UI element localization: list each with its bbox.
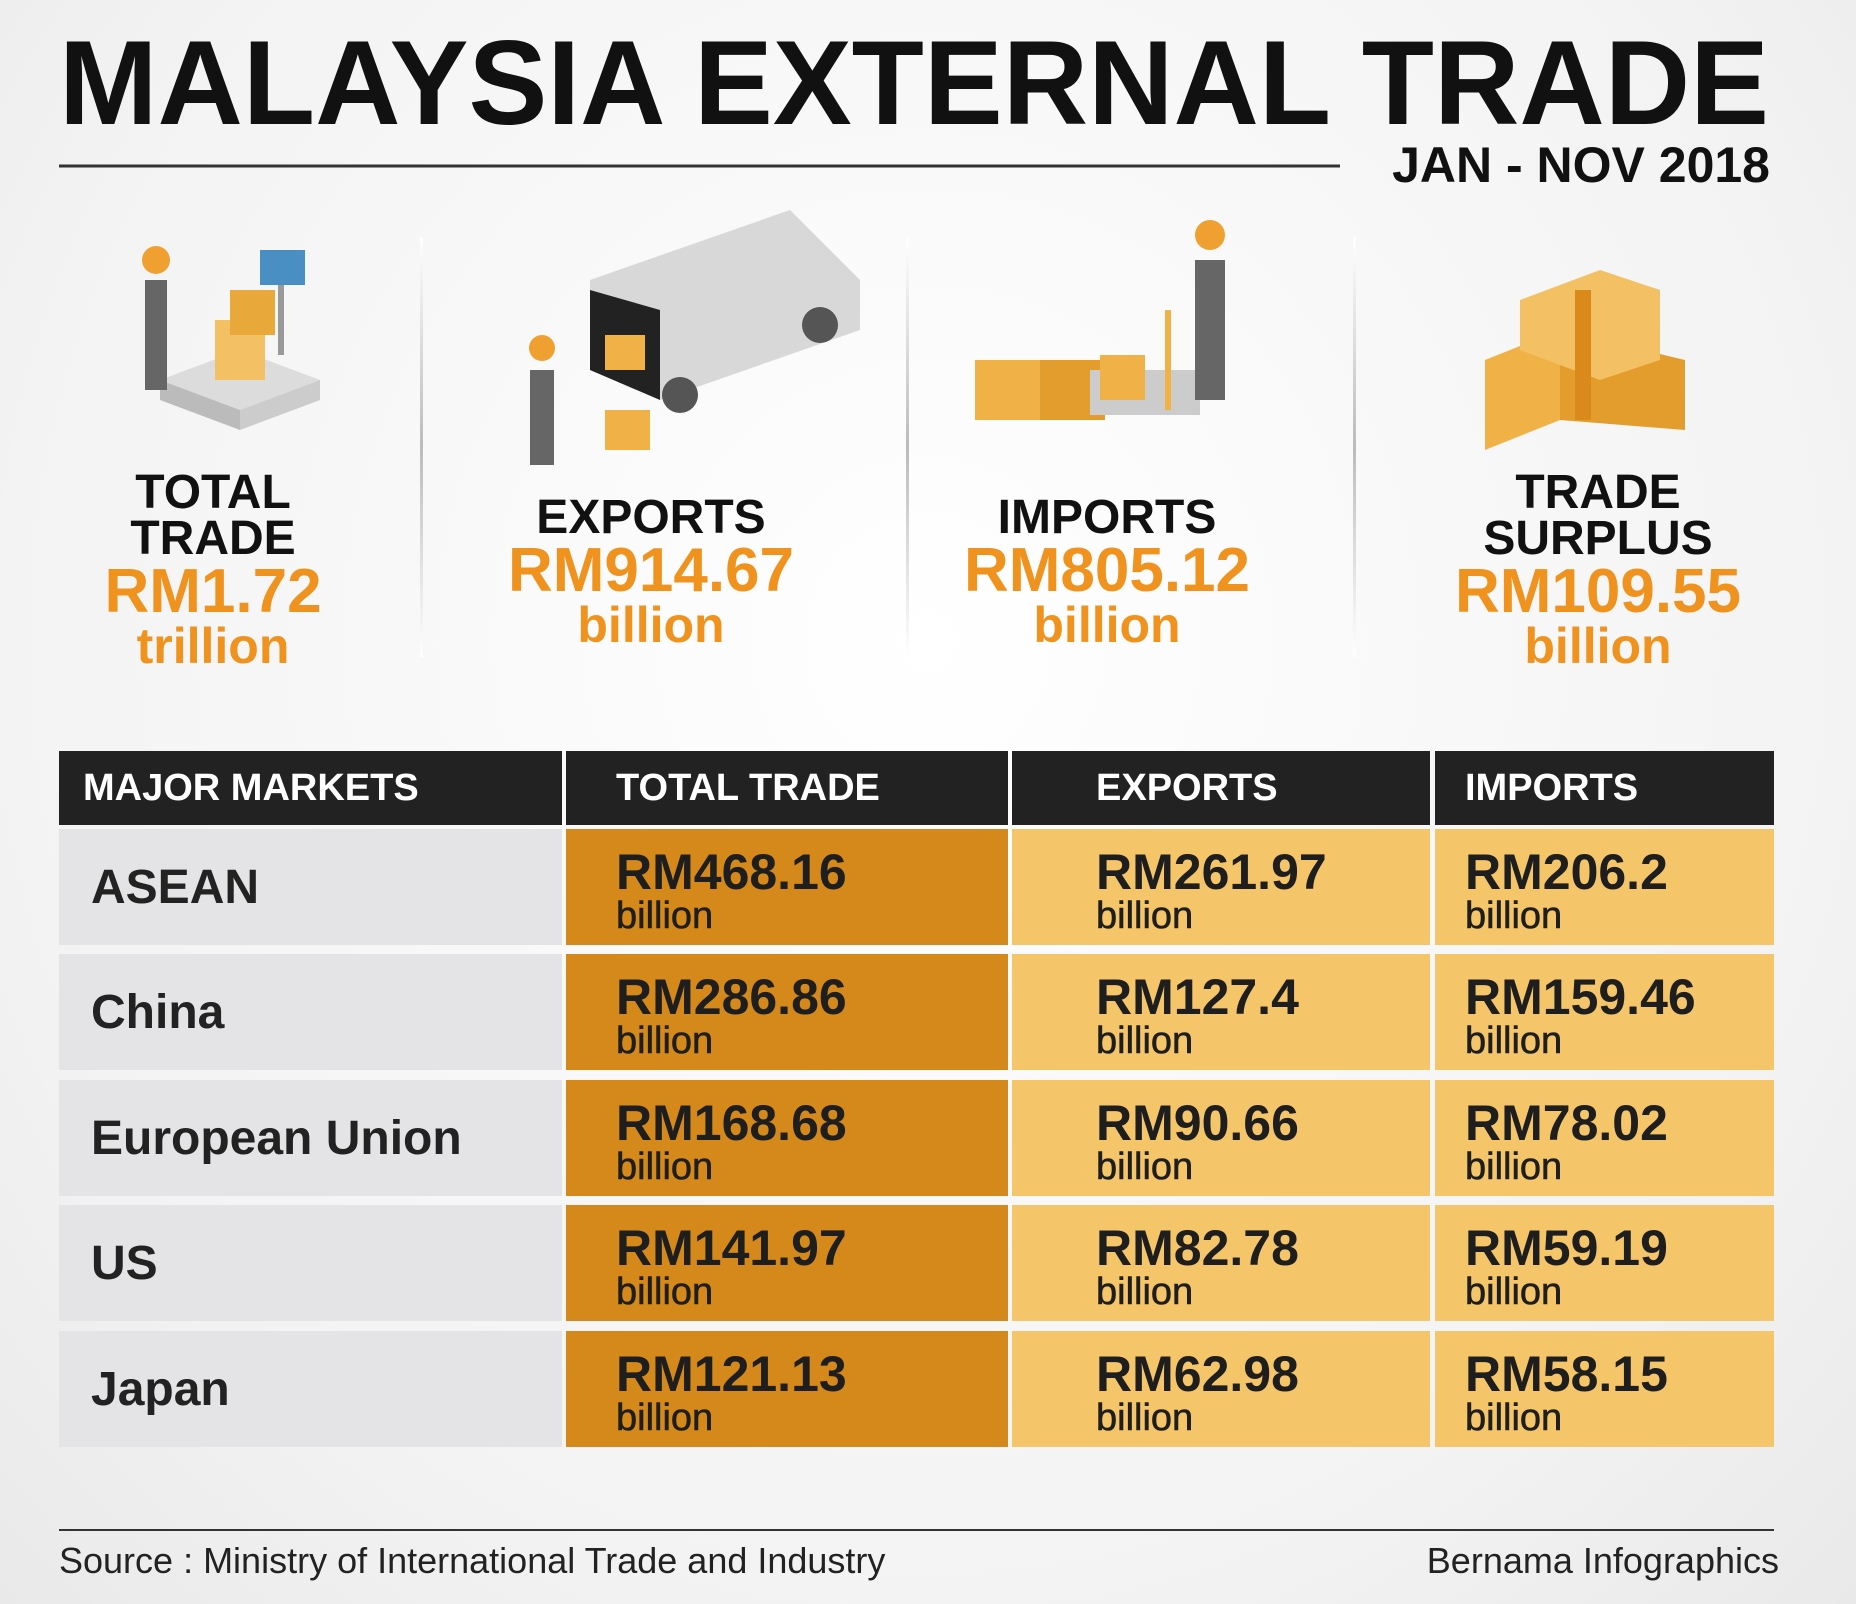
cell-value: RM159.46	[1465, 969, 1696, 1025]
cell-value: RM90.66	[1096, 1095, 1299, 1151]
stat-value: RM805.12	[963, 536, 1251, 605]
icon-trolley	[975, 220, 1225, 420]
cell-unit: billion	[1096, 1271, 1194, 1313]
stat-label: EXPORTS	[536, 491, 766, 544]
data-cell: RM206.2 billion	[1435, 829, 1774, 945]
column-header: TOTAL TRADE	[566, 751, 1008, 825]
market-name: ASEAN	[59, 829, 562, 945]
credit: Bernama Infographics	[1426, 1540, 1779, 1581]
stat-label: IMPORTS	[997, 491, 1217, 544]
column-header: IMPORTS	[1435, 751, 1774, 825]
source: Source : Ministry of International Trade…	[59, 1540, 886, 1581]
cell-value: RM127.4	[1096, 969, 1299, 1025]
cell-unit: billion	[1465, 1397, 1563, 1439]
title: MALAYSIA EXTERNAL TRADE	[59, 16, 1769, 150]
cell-value: RM468.16	[616, 844, 847, 900]
stat-value: RM1.72	[104, 557, 322, 626]
cell-unit: billion	[1465, 1146, 1563, 1188]
cell-value: RM206.2	[1465, 844, 1668, 900]
stat: EXPORTS RM914.67 billion	[441, 491, 861, 653]
cell-unit: billion	[1096, 1020, 1194, 1062]
column-header: EXPORTS	[1012, 751, 1430, 825]
data-cell: RM90.66 billion	[1012, 1080, 1430, 1196]
data-cell: RM58.15 billion	[1435, 1331, 1774, 1447]
data-cell: RM78.02 billion	[1435, 1080, 1774, 1196]
divider	[1353, 237, 1356, 657]
market-name: European Union	[59, 1080, 562, 1196]
icon-van	[529, 210, 860, 465]
data-cell: RM59.19 billion	[1435, 1205, 1774, 1321]
stat: TOTAL TRADE RM1.72 trillion	[3, 466, 423, 674]
cell-unit: billion	[1096, 895, 1194, 937]
data-cell: RM468.16 billion	[566, 829, 1008, 945]
market-name: China	[59, 954, 562, 1070]
cell-value: RM82.78	[1096, 1220, 1299, 1276]
cell-value: RM261.97	[1096, 844, 1327, 900]
data-cell: RM261.97 billion	[1012, 829, 1430, 945]
data-cell: RM127.4 billion	[1012, 954, 1430, 1070]
cell-unit: billion	[616, 895, 714, 937]
cell-unit: billion	[1465, 1271, 1563, 1313]
cell-unit: billion	[1096, 1146, 1194, 1188]
cell-unit: billion	[616, 1020, 714, 1062]
cell-value: RM168.68	[616, 1095, 847, 1151]
footer-rule	[59, 1529, 1774, 1531]
cell-unit: billion	[1465, 895, 1563, 937]
cell-unit: billion	[616, 1397, 714, 1439]
divider	[420, 237, 423, 657]
stat-label: TRADE SURPLUS	[1483, 466, 1713, 565]
stat-label: TOTAL TRADE	[130, 466, 296, 565]
cell-unit: billion	[616, 1271, 714, 1313]
cell-value: RM62.98	[1096, 1346, 1299, 1402]
cell-value: RM59.19	[1465, 1220, 1668, 1276]
cell-unit: billion	[1096, 1397, 1194, 1439]
data-cell: RM168.68 billion	[566, 1080, 1008, 1196]
stat-unit: billion	[1524, 618, 1672, 674]
stat: TRADE SURPLUS RM109.55 billion	[1388, 466, 1808, 674]
data-cell: RM159.46 billion	[1435, 954, 1774, 1070]
cell-unit: billion	[616, 1146, 714, 1188]
cell-value: RM141.97	[616, 1220, 847, 1276]
stat-unit: billion	[1033, 597, 1181, 653]
period: JAN - NOV 2018	[1392, 137, 1770, 193]
icon-boxes	[1485, 270, 1685, 450]
data-cell: RM82.78 billion	[1012, 1205, 1430, 1321]
stat: IMPORTS RM805.12 billion	[897, 491, 1317, 653]
market-name: Japan	[59, 1331, 562, 1447]
data-cell: RM121.13 billion	[566, 1331, 1008, 1447]
cell-value: RM121.13	[616, 1346, 847, 1402]
column-header: MAJOR MARKETS	[59, 751, 562, 825]
header-graphics: MALAYSIA EXTERNAL TRADE JAN - NOV 2018	[59, 16, 1770, 465]
data-cell: RM286.86 billion	[566, 954, 1008, 1070]
stat-unit: trillion	[136, 618, 290, 674]
data-cell: RM62.98 billion	[1012, 1331, 1430, 1447]
market-name: US	[59, 1205, 562, 1321]
cell-value: RM58.15	[1465, 1346, 1668, 1402]
data-cell: RM141.97 billion	[566, 1205, 1008, 1321]
cell-value: RM78.02	[1465, 1095, 1668, 1151]
icon-scale	[142, 246, 320, 430]
cell-value: RM286.86	[616, 969, 847, 1025]
stat-value: RM109.55	[1454, 557, 1742, 626]
stat-value: RM914.67	[507, 536, 795, 605]
cell-unit: billion	[1465, 1020, 1563, 1062]
divider	[906, 237, 909, 657]
stat-unit: billion	[577, 597, 725, 653]
